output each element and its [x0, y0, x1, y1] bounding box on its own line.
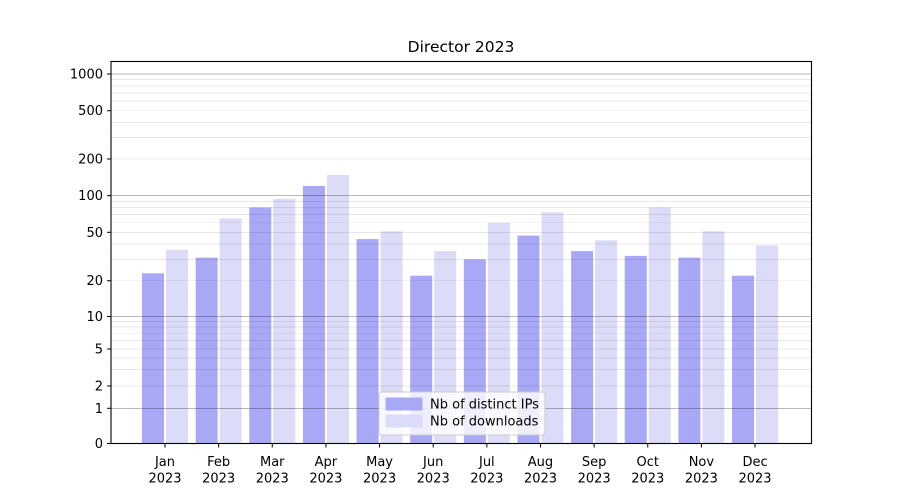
bar-downloads-nov: [702, 231, 725, 444]
bar-downloads-feb: [219, 218, 242, 444]
x-tick-label: Jan 2023: [148, 455, 181, 487]
bar-downloads-jan: [166, 249, 188, 444]
bar-downloads-aug: [541, 212, 564, 444]
x-tick-label: Nov 2023: [685, 455, 718, 487]
bar-distinct-ips-feb: [195, 257, 218, 444]
legend-swatch-distinct-ips: [385, 397, 423, 411]
x-tick-label: Feb 2023: [202, 455, 235, 487]
y-tick-label: 100: [78, 189, 103, 204]
x-tick-label: Mar 2023: [256, 455, 289, 487]
x-tick-label: Oct 2023: [631, 455, 664, 487]
bar-distinct-ips-oct: [624, 255, 647, 444]
y-tick-label: 50: [86, 226, 103, 241]
bar-downloads-sep: [595, 240, 618, 444]
legend-swatch-downloads: [385, 414, 423, 428]
y-tick-label: 1000: [70, 68, 103, 83]
x-tick-label: May 2023: [363, 455, 396, 487]
y-tick-label: 10: [86, 310, 103, 325]
bar-distinct-ips-mar: [249, 207, 272, 444]
bar-distinct-ips-apr: [302, 186, 325, 444]
x-tick-label: Jul 2023: [470, 455, 503, 487]
bar-distinct-ips-may: [356, 239, 379, 444]
bar-downloads-dec: [756, 245, 779, 444]
bar-distinct-ips-jan: [142, 273, 164, 444]
x-tick-label: Sep 2023: [578, 455, 611, 487]
x-tick-label: Dec 2023: [738, 455, 771, 487]
y-tick-label: 1: [95, 402, 103, 417]
x-tick-label: Apr 2023: [309, 455, 342, 487]
y-tick-label: 0: [95, 437, 103, 452]
y-tick-label: 500: [78, 104, 103, 119]
legend-label-distinct-ips: Nb of distinct IPs: [430, 398, 539, 413]
bar-downloads-jul: [487, 222, 510, 444]
y-tick-label: 20: [86, 274, 103, 289]
y-tick-label: 200: [78, 153, 103, 168]
chart-title: Director 2023: [408, 38, 515, 56]
bar-downloads-may: [380, 231, 403, 444]
x-tick-label: Jun 2023: [417, 455, 450, 487]
x-tick-label: Aug 2023: [524, 455, 557, 487]
legend: Nb of distinct IPs Nb of downloads: [378, 391, 546, 436]
legend-label-downloads: Nb of downloads: [430, 415, 539, 430]
bar-distinct-ips-sep: [571, 251, 594, 444]
bar-downloads-apr: [326, 174, 349, 444]
bar-downloads-mar: [273, 199, 296, 444]
grid-layer: [111, 73, 812, 409]
y-tick-label: 2: [95, 380, 103, 395]
plot-border: [110, 60, 813, 445]
bar-distinct-ips-nov: [678, 257, 701, 444]
axes-layer: 0 1 2 5 10 20 50 100 200 500 1000 Jan 2023 Feb 2023 Mar…: [70, 68, 772, 487]
bar-distinct-ips-dec: [732, 275, 755, 444]
bar-downloads-oct: [648, 207, 671, 444]
y-tick-label: 5: [95, 343, 103, 358]
